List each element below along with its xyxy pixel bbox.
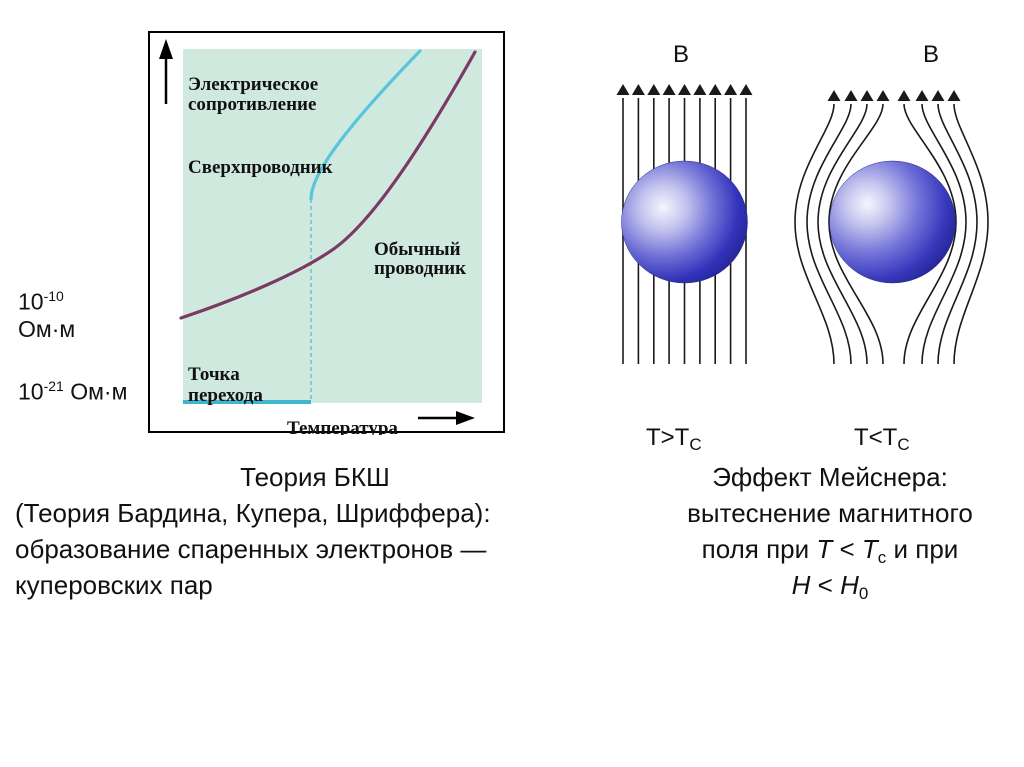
svg-text:проводник: проводник (374, 258, 466, 279)
svg-text:B: B (673, 41, 689, 68)
svg-text:Обычный: Обычный (374, 239, 461, 260)
svg-text:B: B (923, 41, 939, 68)
svg-text:Электрическое: Электрическое (188, 74, 318, 95)
svg-text:Точка: Точка (188, 364, 240, 385)
svg-text:T>TC: T>TC (646, 424, 702, 454)
svg-text:Температура: Температура (287, 418, 398, 435)
svg-text:перехода: перехода (188, 385, 263, 406)
svg-text:T<TC: T<TC (854, 424, 910, 454)
svg-text:Сверхпроводник: Сверхпроводник (188, 157, 333, 178)
svg-text:сопротивление: сопротивление (188, 94, 316, 115)
